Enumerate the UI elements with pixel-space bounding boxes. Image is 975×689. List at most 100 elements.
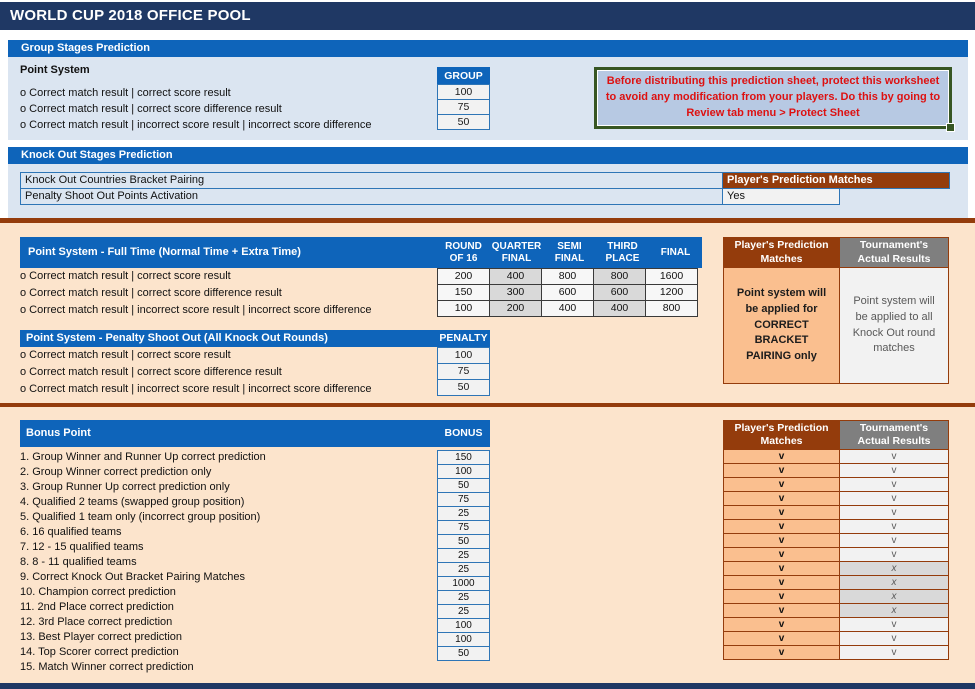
- bonus-points-cell[interactable]: 25: [437, 590, 490, 605]
- section-header-knockout-stages: Knock Out Stages Prediction: [8, 147, 968, 164]
- fulltime-points-cell[interactable]: 600: [541, 284, 594, 301]
- point-system-heading: Point System: [20, 64, 90, 76]
- setting-row: Penalty Shoot Out Points Activation Yes: [20, 188, 950, 205]
- bonus-points-section: Bonus Point BONUS 1. Group Winner and Ru…: [0, 407, 975, 683]
- player-mark-cell: v: [723, 617, 840, 632]
- bonus-points-cell[interactable]: 75: [437, 492, 490, 507]
- tournament-mark-cell: v: [839, 645, 949, 660]
- penalty-points-column: 100 75 50: [437, 347, 490, 396]
- fulltime-points-cell[interactable]: 800: [593, 268, 646, 285]
- group-points-cell[interactable]: 75: [437, 99, 490, 115]
- player-mark-cell: v: [723, 631, 840, 646]
- fulltime-points-cell[interactable]: 150: [437, 284, 490, 301]
- fulltime-points-cell[interactable]: 1200: [645, 284, 698, 301]
- bonus-points-cell[interactable]: 25: [437, 604, 490, 619]
- penalty-points-cell[interactable]: 50: [437, 379, 490, 396]
- fulltime-points-cell[interactable]: 600: [593, 284, 646, 301]
- player-mark-cell: v: [723, 603, 840, 618]
- fulltime-points-cell[interactable]: 800: [541, 268, 594, 285]
- bonus-points-cell[interactable]: 25: [437, 506, 490, 521]
- bonus-points-cell[interactable]: 100: [437, 618, 490, 633]
- setting-value-cell[interactable]: Player's Prediction Matches: [722, 172, 950, 189]
- penalty-table-header: Point System - Penalty Shoot Out (All Kn…: [20, 330, 490, 347]
- bonus-comparison-panel: Player's Prediction Matches Tournament's…: [723, 420, 950, 660]
- fulltime-points-cell[interactable]: 400: [541, 300, 594, 317]
- setting-label: Knock Out Countries Bracket Pairing: [20, 172, 723, 189]
- fulltime-row: 100 200 400 400 800: [437, 300, 698, 317]
- fulltime-points-grid: 200 400 800 800 1600 150 300 600 600 1200 100 200 40…: [437, 268, 698, 317]
- bonus-item-label: 11. 2nd Place correct prediction: [20, 601, 174, 613]
- penalty-points-cell[interactable]: 100: [437, 347, 490, 364]
- bonus-points-cell[interactable]: 50: [437, 534, 490, 549]
- knockout-settings-rows: Knock Out Countries Bracket Pairing Playe…: [20, 172, 950, 205]
- player-mark-cell: v: [723, 449, 840, 464]
- fulltime-column-header: QUARTER FINAL: [491, 240, 542, 264]
- tournament-mark-cell: v: [839, 519, 949, 534]
- fulltime-points-cell[interactable]: 300: [489, 284, 542, 301]
- bonus-item-label: 9. Correct Knock Out Bracket Pairing Mat…: [20, 571, 245, 583]
- tournament-mark-cell: v: [839, 617, 949, 632]
- bonus-points-cell[interactable]: 1000: [437, 576, 490, 591]
- fulltime-points-cell[interactable]: 400: [489, 268, 542, 285]
- point-rule-label: o Correct match result | incorrect score…: [20, 119, 372, 131]
- tournament-mark-cell: x: [839, 603, 949, 618]
- protect-sheet-warning-text: Before distributing this prediction shee…: [605, 75, 941, 119]
- bonus-item-label: 3. Group Runner Up correct prediction on…: [20, 481, 230, 493]
- player-prediction-header: Player's Prediction Matches: [723, 420, 840, 450]
- bonus-points-cell[interactable]: 100: [437, 632, 490, 647]
- bonus-points-cell[interactable]: 25: [437, 562, 490, 577]
- penalty-rule-labels: o Correct match result | correct score r…: [20, 347, 372, 398]
- player-mark-cell: v: [723, 519, 840, 534]
- player-mark-cell: v: [723, 533, 840, 548]
- panel-body-row: Point system will be applied for CORRECT…: [723, 267, 950, 384]
- bonus-table-header: Bonus Point BONUS: [20, 420, 490, 447]
- fulltime-table-header: Point System - Full Time (Normal Time + …: [20, 237, 702, 268]
- bonus-points-cell[interactable]: 75: [437, 520, 490, 535]
- player-mark-cell: v: [723, 561, 840, 576]
- bonus-item-label: 15. Match Winner correct prediction: [20, 661, 194, 673]
- group-point-rules: o Correct match result | correct score r…: [20, 85, 372, 133]
- group-points-cell[interactable]: 50: [437, 114, 490, 130]
- setting-value-cell[interactable]: Yes: [722, 188, 840, 205]
- bonus-points-cell[interactable]: 25: [437, 548, 490, 563]
- section-header-group-stages-label: Group Stages Prediction: [21, 42, 150, 54]
- fulltime-points-cell[interactable]: 100: [437, 300, 490, 317]
- fulltime-points-cell[interactable]: 200: [489, 300, 542, 317]
- bonus-item-label: 14. Top Scorer correct prediction: [20, 646, 179, 658]
- fulltime-points-cell[interactable]: 400: [593, 300, 646, 317]
- section-header-knockout-stages-label: Knock Out Stages Prediction: [21, 149, 173, 161]
- group-points-cell[interactable]: 100: [437, 84, 490, 100]
- setting-label: Penalty Shoot Out Points Activation: [20, 188, 723, 205]
- bonus-item-label: 12. 3rd Place correct prediction: [20, 616, 173, 628]
- page-title-text: WORLD CUP 2018 OFFICE POOL: [10, 7, 251, 24]
- section-divider: [0, 218, 975, 223]
- bonus-item-label: 1. Group Winner and Runner Up correct pr…: [20, 451, 266, 463]
- knockout-settings-section: Knock Out Countries Bracket Pairing Playe…: [8, 164, 968, 218]
- player-prediction-header: Player's Prediction Matches: [723, 237, 840, 268]
- player-mark-cell: v: [723, 477, 840, 492]
- bonus-points-cell[interactable]: 50: [437, 478, 490, 493]
- tournament-mark-cell: v: [839, 463, 949, 478]
- fulltime-points-cell[interactable]: 800: [645, 300, 698, 317]
- bonus-item-label: 13. Best Player correct prediction: [20, 631, 183, 643]
- bottom-bar: [0, 683, 975, 689]
- penalty-points-cell[interactable]: 75: [437, 363, 490, 380]
- fulltime-points-cell[interactable]: 1600: [645, 268, 698, 285]
- fulltime-rule-labels: o Correct match result | correct score r…: [20, 268, 372, 319]
- shape-selection-handle[interactable]: [946, 123, 955, 132]
- group-column-header: GROUP: [437, 67, 490, 84]
- bonus-item-labels: 1. Group Winner and Runner Up correct pr…: [20, 450, 266, 675]
- player-mark-cell: v: [723, 547, 840, 562]
- bonus-points-cell[interactable]: 100: [437, 464, 490, 479]
- bonus-points-cell[interactable]: 50: [437, 646, 490, 661]
- fulltime-points-cell[interactable]: 200: [437, 268, 490, 285]
- bonus-table-title: Bonus Point: [26, 427, 91, 439]
- bonus-points-cell[interactable]: 150: [437, 450, 490, 465]
